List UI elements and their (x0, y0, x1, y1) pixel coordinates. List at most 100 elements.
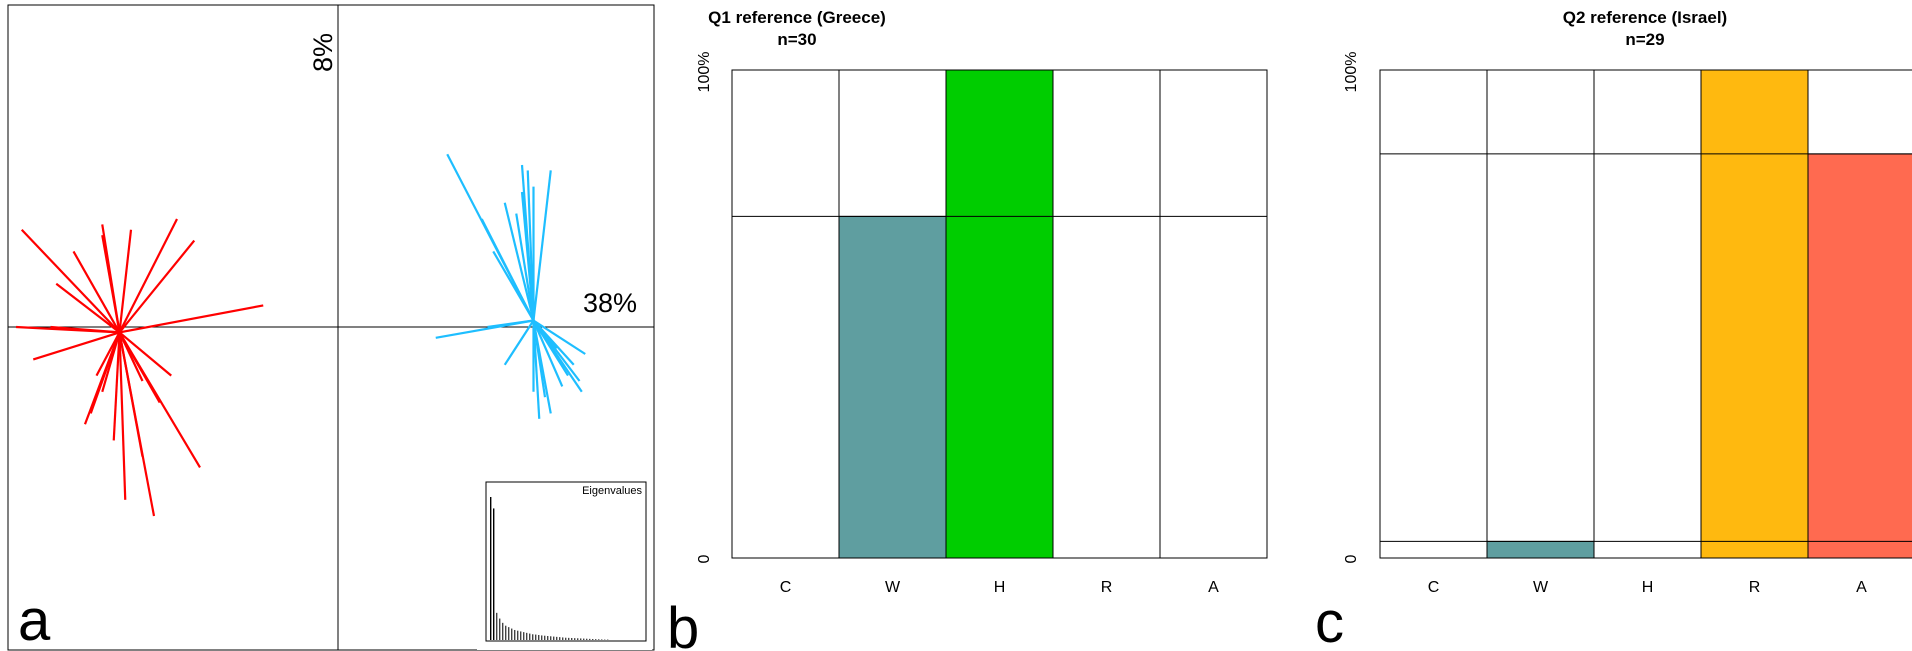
axis1-percent: 38% (583, 288, 637, 318)
pca-panel: 38% 8% a Eigenvalues (7, 4, 655, 651)
eigenvalue-bar-38 (601, 639, 603, 640)
pca-star-line-group1-18 (118, 331, 161, 404)
pca-star-line-group1-3 (101, 235, 121, 333)
eigenvalue-bar-12 (523, 632, 525, 640)
pca-star-line-group2-13 (532, 320, 564, 387)
panel-label-a: a (18, 588, 51, 651)
eigenvalue-bar-14 (529, 633, 531, 640)
category-label-W: W (1533, 579, 1549, 596)
category-label-R: R (1101, 579, 1113, 596)
eigenvalue-bar-1 (490, 497, 492, 640)
eigenvalue-bar-25 (562, 637, 564, 640)
eigenvalue-bar-7 (508, 627, 510, 640)
bar-A (1807, 153, 1912, 559)
pca-star-line-group1-7 (32, 331, 120, 361)
eigenvalue-bar-26 (565, 637, 567, 640)
category-label-H: H (1642, 579, 1654, 596)
eigenvalues-inset: Eigenvalues (477, 470, 652, 650)
eigenvalue-bar-34 (589, 638, 591, 640)
inset-title: Eigenvalues (582, 485, 642, 497)
pca-star-line-group1-1 (20, 229, 121, 334)
column-frame-R (1052, 69, 1161, 559)
pca-star-line-group2-8 (515, 213, 535, 321)
bar-W (838, 215, 947, 559)
eigenvalue-bar-19 (544, 635, 546, 640)
column-frame-H (1593, 69, 1702, 559)
eigenvalue-bar-28 (571, 637, 573, 640)
pca-star-line-group1-19 (72, 250, 121, 333)
pca-star-line-group1-17 (119, 304, 264, 334)
eigenvalue-bar-24 (559, 637, 561, 640)
eigenvalue-bar-23 (556, 636, 558, 640)
bar-H (945, 69, 1054, 559)
eigenvalue-bar-27 (568, 637, 570, 640)
pca-star-line-group1-6 (15, 325, 120, 334)
eigenvalue-bar-13 (526, 632, 528, 640)
column-frame-A (1807, 69, 1912, 559)
pca-star-line-group1-12 (118, 332, 127, 500)
q1-ytick-hundred: 100% (696, 52, 713, 93)
panel-label-c: c (1315, 590, 1344, 651)
pca-star-line-group1-23 (118, 332, 156, 517)
eigenvalue-bar-10 (517, 630, 519, 640)
panel-label-b: b (667, 596, 699, 651)
pca-star-line-group1-24 (101, 332, 121, 393)
q1-title: Q1 reference (Greece) (708, 8, 886, 27)
eigenvalue-bar-11 (520, 631, 522, 640)
eigenvalue-bar-32 (583, 638, 585, 640)
q2-ytick-hundred: 100% (1343, 52, 1360, 93)
pca-star-line-group2-4 (532, 170, 552, 321)
eigenvalue-bar-2 (493, 508, 495, 640)
pca-star-lines (15, 153, 586, 517)
eigenvalue-bar-21 (550, 636, 552, 640)
eigenvalue-bar-15 (532, 634, 534, 640)
inset-background (477, 470, 652, 650)
pca-star-line-group2-23 (532, 319, 583, 393)
category-label-A: A (1856, 579, 1867, 596)
eigenvalue-bar-17 (538, 634, 540, 640)
eigenvalue-bar-31 (580, 638, 582, 640)
eigenvalue-bar-18 (541, 635, 543, 640)
pca-star-line-group1-21 (83, 332, 121, 425)
eigenvalue-bar-29 (574, 638, 576, 640)
eigenvalue-bar-4 (499, 618, 501, 640)
q1-subtitle: n=30 (777, 30, 816, 49)
pca-star-line-group1-16 (118, 218, 178, 333)
column-frame-A (1159, 69, 1268, 559)
category-label-A: A (1208, 579, 1219, 596)
pca-star-line-group1-13 (118, 331, 172, 377)
pca-star-line-group1-20 (118, 229, 133, 333)
eigenvalue-bar-35 (592, 638, 594, 640)
eigenvalue-bar-8 (511, 628, 513, 640)
q2-ytick-zero: 0 (1343, 554, 1360, 563)
q2-subtitle: n=29 (1625, 30, 1664, 49)
pca-star-line-group1-15 (118, 239, 196, 334)
category-label-W: W (885, 579, 901, 596)
eigenvalue-bar-37 (598, 639, 600, 640)
eigenvalue-bar-33 (586, 638, 588, 640)
bar-W (1486, 540, 1595, 559)
eigenvalue-bar-5 (502, 622, 504, 640)
pca-star-line-group1-4 (55, 282, 121, 334)
inset-frame (485, 481, 647, 642)
q1-ytick-zero: 0 (696, 554, 713, 563)
eigenvalue-bar-3 (496, 612, 498, 640)
eigenvalue-bar-20 (547, 635, 549, 640)
column-frame-W (1486, 69, 1595, 559)
q2-title: Q2 reference (Israel) (1563, 8, 1727, 27)
category-label-C: C (780, 579, 792, 596)
eigenvalue-bar-30 (577, 638, 579, 640)
pca-star-line-group2-20 (520, 191, 535, 321)
pca-star-line-group1-22 (112, 332, 121, 441)
eigenvalue-bar-6 (505, 625, 507, 640)
eigenvalue-bar-16 (535, 634, 537, 640)
eigenvalue-bars (490, 497, 609, 640)
pca-star-line-group2-22 (532, 320, 547, 398)
bar-R (1700, 69, 1809, 559)
column-frame-C (731, 69, 840, 559)
category-label-H: H (994, 579, 1006, 596)
axis2-percent: 8% (308, 33, 338, 72)
